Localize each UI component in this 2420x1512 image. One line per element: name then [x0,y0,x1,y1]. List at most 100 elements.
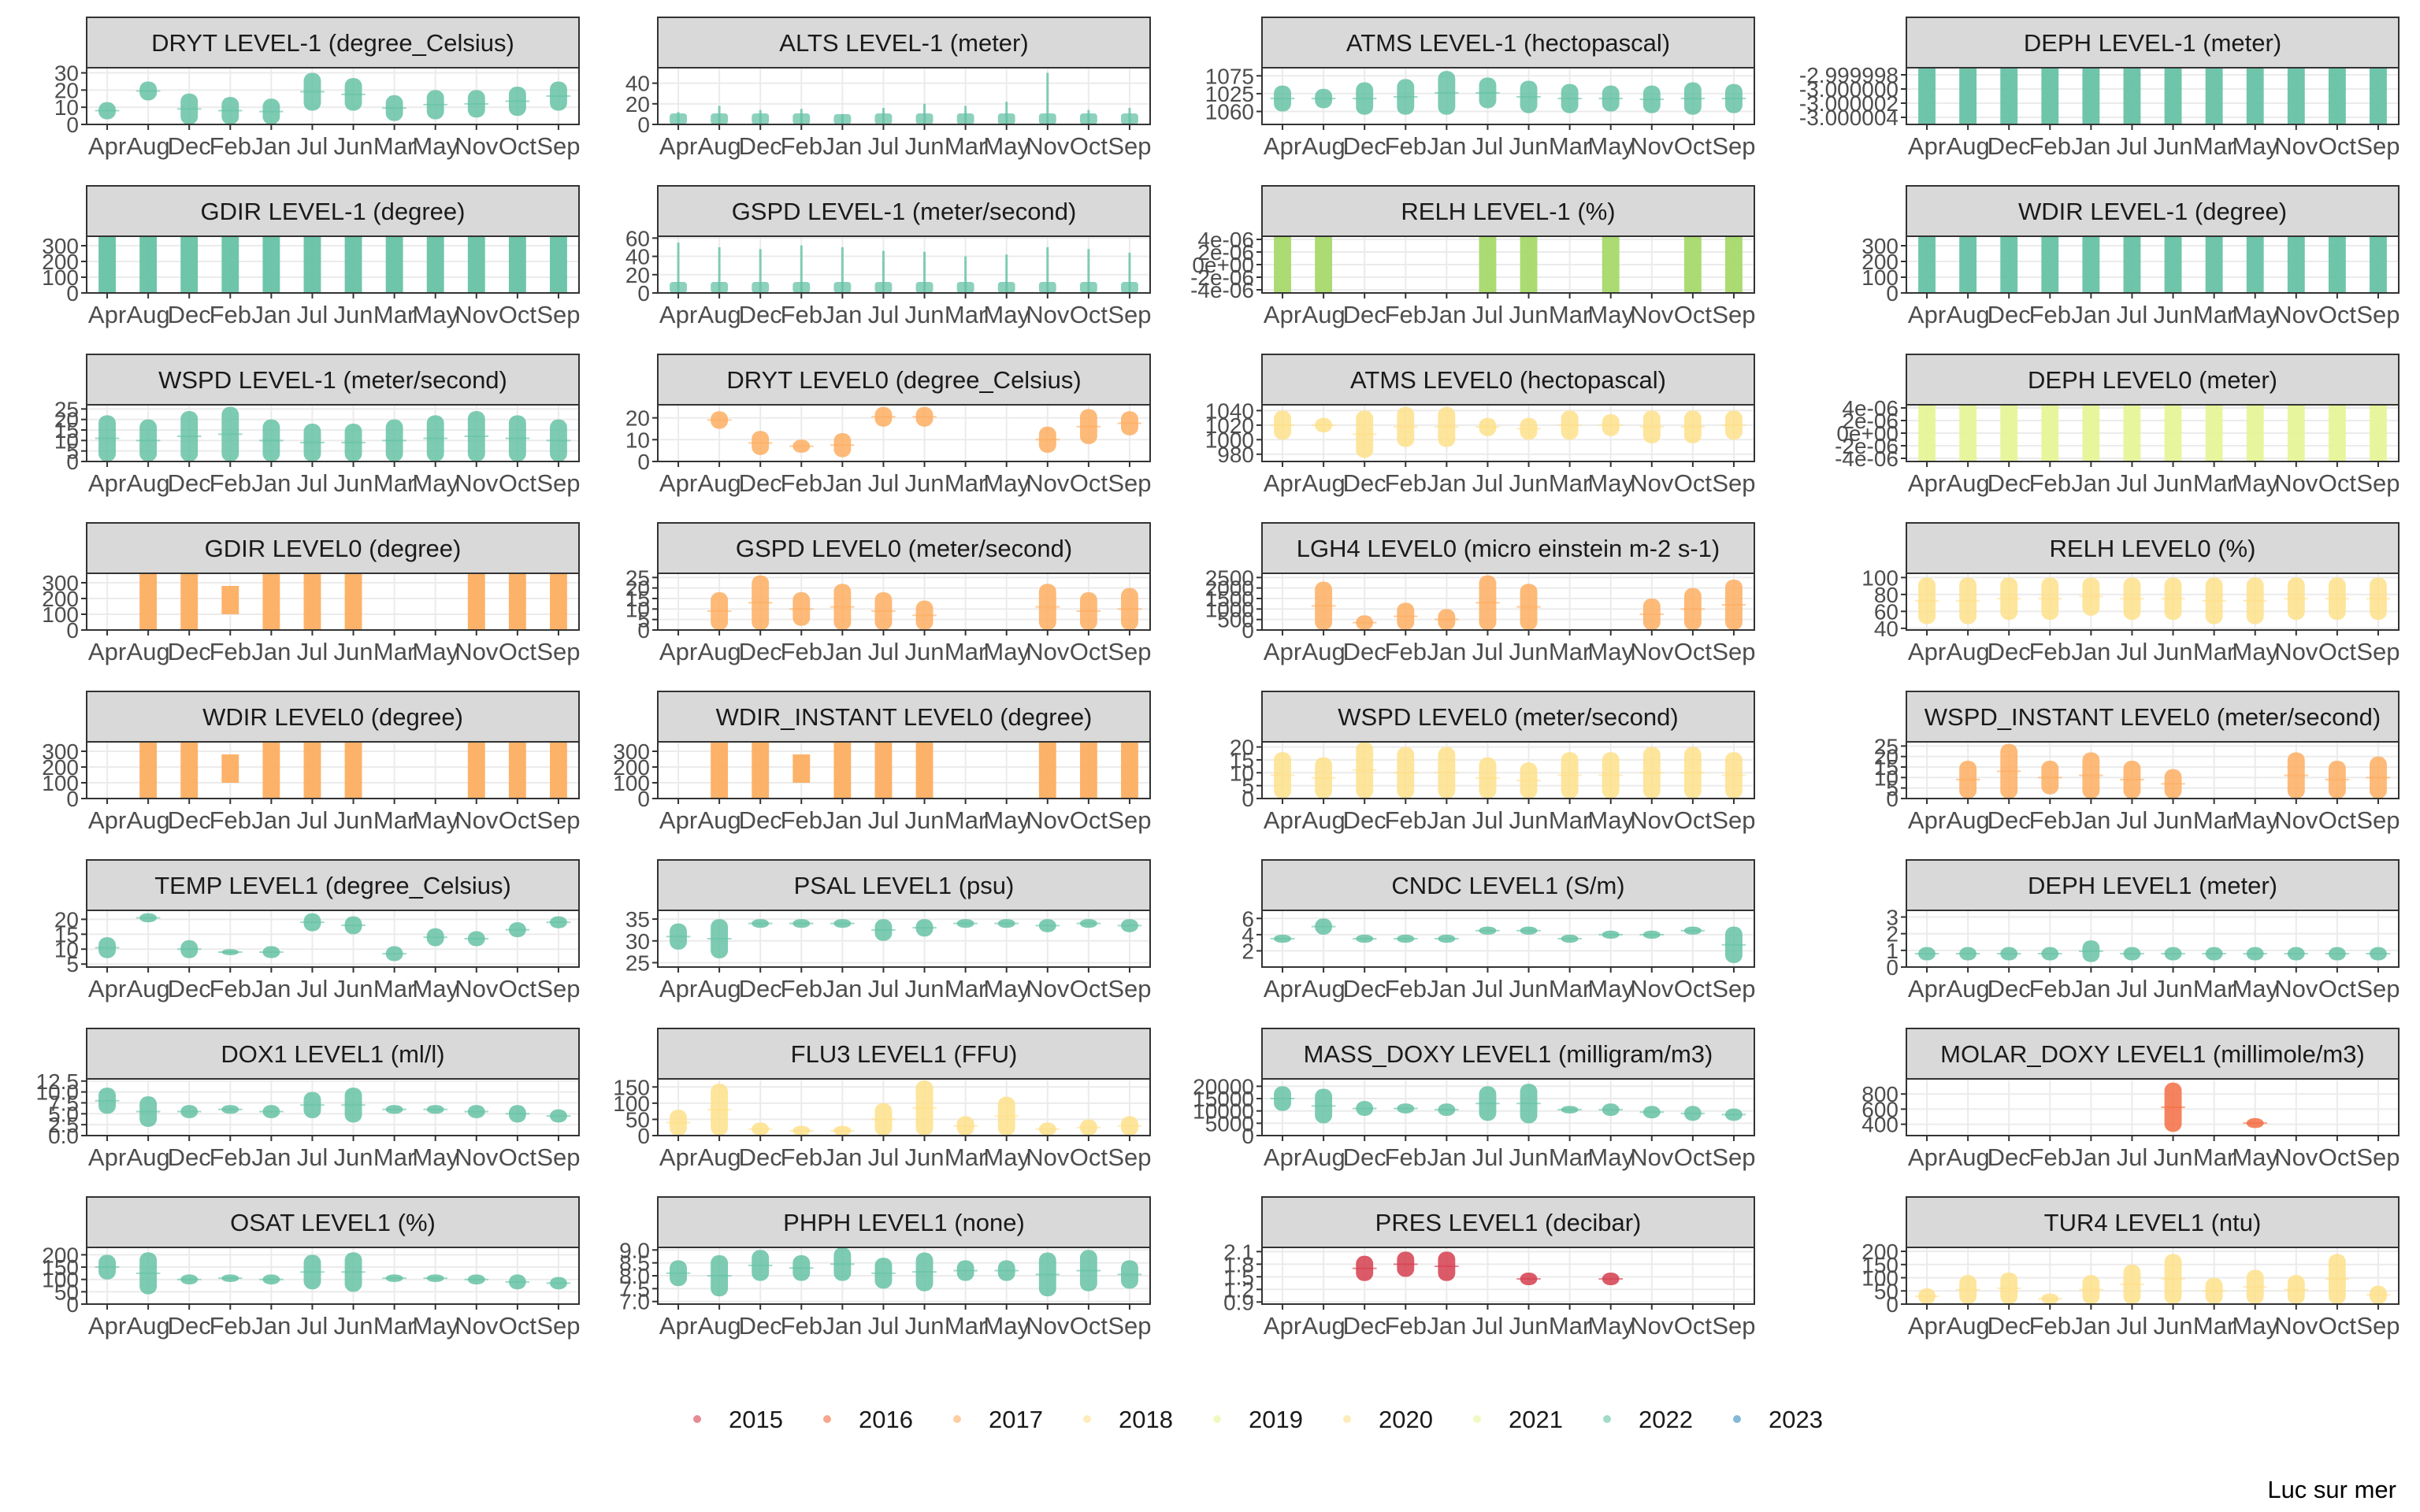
x-tick-label: Mar [1549,1143,1590,1171]
x-tick-label: Mar [373,1143,415,1171]
x-tick-label: Aug [1947,638,1990,665]
x-tick-label: Feb [210,1143,251,1171]
x-tick-label: Nov [2274,806,2318,834]
y-tick-label: 20 [1874,745,1899,769]
y-tick-label: 0 [637,113,650,137]
x-tick-label: Sep [1712,638,1755,665]
x-tick-label: Feb [2029,806,2071,834]
x-tick-label: Nov [1026,638,1070,665]
y-tick-label: -2.999998 [1799,63,1899,87]
x-tick-label: Mar [1549,132,1590,160]
y-tick-label: 25 [625,565,650,590]
x-tick-label: Sep [2356,638,2400,665]
x-tick-label: May [412,469,458,497]
x-tick-label: Jan [822,638,862,665]
x-tick-label: Apr [88,132,126,160]
x-tick-label: Sep [1712,469,1755,497]
legend-key [1213,1415,1221,1423]
x-tick-label: Apr [659,132,697,160]
data-violin [550,573,567,630]
x-tick-label: Sep [1108,132,1151,160]
panel-title: ATMS LEVEL0 (hectopascal) [1350,366,1666,394]
facet-panel: MASS_DOXY LEVEL1 (milligram/m3) 050001000… [1193,1028,1756,1171]
x-tick-label: Jun [1509,1312,1549,1340]
panel-strip [86,1196,580,1248]
x-tick-label: May [983,638,1030,665]
x-tick-label: Jun [2154,301,2193,328]
data-violin [550,236,567,293]
data-violin [2246,68,2264,124]
data-violin [262,742,280,799]
data-violin [180,573,199,630]
x-tick-label: Aug [1302,638,1345,665]
panel-title: DEPH LEVEL0 (meter) [2028,366,2277,394]
x-tick-label: Feb [1385,469,1427,497]
data-violin [1038,282,1056,293]
x-tick-label: Nov [2274,1143,2318,1171]
y-tick-label: 200 [1861,250,1899,274]
data-violin [221,586,239,614]
panel-border [86,910,580,968]
y-tick-label: 1000 [1205,597,1254,621]
x-tick-label: Apr [1908,975,1946,1002]
panel-strip [86,691,580,743]
x-tick-label: Sep [1108,469,1151,497]
data-violin [2000,68,2018,124]
panel-border [86,1247,580,1305]
y-tick-label: 60 [625,226,650,250]
x-tick-label: Jan [822,806,862,834]
panel-border [657,404,1151,462]
facet-panel: RELH LEVEL-1 (%) 4e-062e-060e+00-2e-06-4e… [1190,185,1756,328]
x-tick-label: Dec [1988,1143,2031,1171]
x-tick-label: Jul [297,975,328,1002]
x-tick-label: Jul [2117,132,2148,160]
x-tick-label: Sep [536,975,580,1002]
panel-border [1906,67,2400,125]
x-tick-label: Jul [2117,301,2148,328]
y-tick-label: 150 [613,1075,650,1099]
y-tick-label: 0 [1242,1124,1254,1148]
y-tick-label: 200 [42,250,79,274]
data-violin [2205,236,2223,293]
x-tick-label: Nov [1630,975,1674,1002]
x-tick-label: Oct [2318,638,2357,665]
x-tick-label: Oct [1674,1312,1713,1340]
data-violin [139,573,158,630]
x-tick-label: Mar [2193,132,2235,160]
x-tick-label: Nov [1026,806,1070,834]
legend-item: 2022 [1603,1406,1693,1433]
x-tick-label: Feb [210,1312,251,1340]
x-tick-label: Jul [1472,806,1504,834]
x-tick-label: Apr [1264,469,1301,497]
x-tick-label: Mar [2193,638,2235,665]
panel-title: MOLAR_DOXY LEVEL1 (millimole/m3) [1940,1040,2365,1068]
x-tick-label: Oct [499,1143,537,1171]
y-tick-label: 1.8 [1223,1252,1254,1277]
x-tick-label: Jun [1509,1143,1549,1171]
data-violin [2205,68,2223,124]
x-tick-label: Dec [739,301,782,328]
x-tick-label: Apr [1264,1143,1301,1171]
data-violin [711,113,729,124]
panel-strip [1261,859,1755,911]
x-tick-label: Sep [536,469,580,497]
x-tick-label: Jul [297,469,328,497]
x-tick-label: Mar [2193,1143,2235,1171]
x-tick-label: May [2232,975,2278,1002]
x-tick-label: Sep [2356,1312,2400,1340]
data-violin [508,236,526,293]
data-violin [508,742,526,799]
x-tick-label: Aug [1302,301,1345,328]
x-tick-label: Aug [1302,806,1345,834]
data-violin [180,236,199,293]
x-tick-label: Dec [1988,975,2031,1002]
x-tick-label: Mar [945,806,986,834]
y-tick-label: 7.0 [619,1290,650,1314]
data-violin [467,236,485,293]
y-tick-label: 40 [625,245,650,269]
panel-title: LGH4 LEVEL0 (micro einstein m-2 s-1) [1297,535,1720,562]
data-violin [2205,405,2223,461]
x-tick-label: Nov [455,1143,499,1171]
